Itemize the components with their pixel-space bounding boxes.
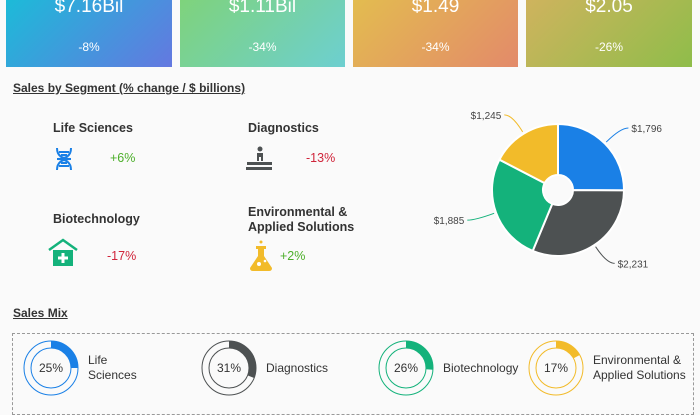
kpi-change: -34% (248, 40, 277, 54)
patient-exam-icon (246, 146, 272, 170)
sales-donut-chart: $1,796 $2,231 $1,885 $1,245 (434, 111, 663, 271)
mix-item: 17% Environmental & Applied Solutions (527, 339, 686, 397)
donut-slice (498, 122, 559, 185)
slice-label: $1,245 (471, 111, 502, 122)
kpi-value: $2.05 (585, 0, 633, 17)
segment-name: Diagnostics (248, 121, 319, 135)
mix-title: Sales Mix (13, 306, 68, 320)
mix-item: 25% Life Sciences (22, 339, 137, 397)
segment-change: -13% (306, 151, 336, 165)
mix-percent: 25% (39, 361, 63, 375)
segment-name: Biotechnology (53, 212, 140, 226)
segment-change: -17% (107, 249, 137, 263)
kpi-card-2: $1.49 -34% (353, 0, 518, 67)
leader-line (467, 212, 495, 221)
leader-line (605, 127, 629, 143)
donut-slice (531, 189, 626, 257)
kpi-change: -26% (594, 40, 623, 54)
flask-icon (250, 240, 272, 271)
mix-item: 31% Diagnostics (200, 339, 328, 397)
segment-title: Sales by Segment (% change / $ billions) (13, 81, 246, 95)
segment-change: +6% (110, 151, 136, 165)
kpi-value: $1.11Bil (228, 0, 297, 17)
kpi-value: $1.49 (411, 0, 460, 17)
mix-percent: 17% (544, 361, 568, 375)
hospital-icon (48, 238, 78, 266)
sales-mix-panel: 25% Life Sciences 31% Diagnostics 26% Biotec… (12, 333, 694, 415)
leader-line (595, 246, 615, 264)
kpi-value: $7.16Bil (54, 0, 124, 17)
kpi-card-3: $2.05 -26% (526, 0, 692, 67)
kpi-change: -8% (78, 40, 100, 54)
mix-item: 26% Biotechnology (377, 339, 518, 397)
mix-ring: 26% (378, 340, 434, 396)
slice-label: $1,796 (631, 124, 662, 135)
segment-change: +2% (280, 249, 306, 263)
mix-label: Diagnostics (266, 360, 329, 375)
segment-name: Life Sciences (53, 121, 133, 135)
kpi-card-1: $1.11Bil -34% (180, 0, 345, 67)
mix-label: Life (88, 353, 108, 367)
kpi-change: -34% (421, 40, 450, 54)
leader-line (504, 114, 524, 133)
ring-progress (405, 341, 433, 370)
donut-slice (557, 122, 625, 192)
dna-icon (56, 147, 72, 171)
mix-ring: 31% (201, 340, 257, 396)
ring-progress (228, 341, 256, 378)
slice-label: $1,885 (434, 216, 465, 227)
slice-label: $2,231 (618, 259, 649, 270)
mix-ring: 17% (528, 340, 584, 396)
mix-ring: 25% (23, 340, 79, 396)
kpi-card-0: $7.16Bil -8% (6, 0, 172, 67)
donut-slice (491, 158, 554, 253)
segment-name: Environmental & Applied Solutions (248, 205, 355, 234)
mix-label: Environmental & (593, 353, 682, 367)
mix-label: Biotechnology (443, 360, 519, 375)
ring-progress (555, 341, 580, 359)
mix-label: Sciences (88, 368, 137, 382)
mix-percent: 26% (394, 361, 418, 375)
ring-progress (50, 341, 78, 369)
mix-percent: 31% (217, 361, 241, 375)
mix-label: Applied Solutions (593, 368, 686, 382)
